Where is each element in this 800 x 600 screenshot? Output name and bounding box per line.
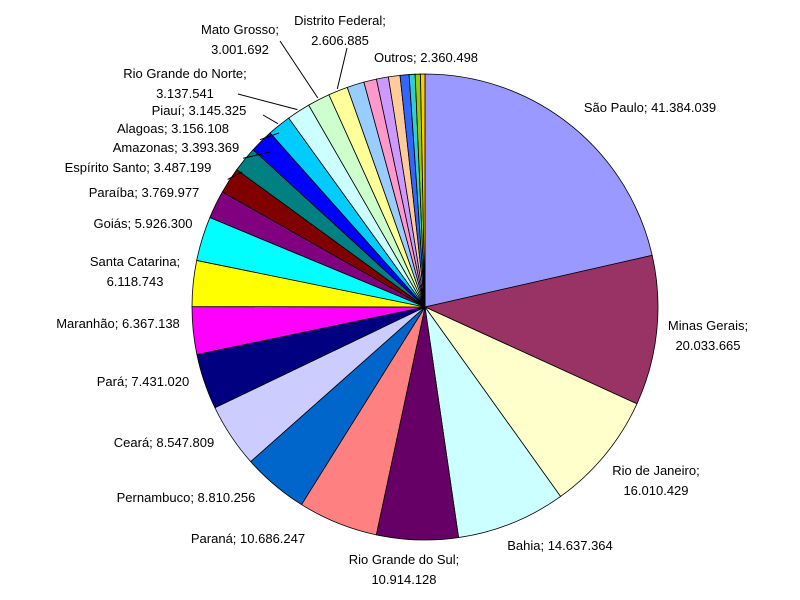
data-label-paraiba: Paraíba; 3.769.977 — [89, 185, 200, 200]
pie-slice-sao-paulo — [424, 73, 653, 308]
data-label-maranhao: Maranhão; 6.367.138 — [56, 316, 180, 331]
data-label-value: 6.118.743 — [107, 274, 164, 289]
data-label-santa-catarina: Santa Catarina; 6.118.743 — [90, 254, 180, 289]
data-label-distrito-federal: Distrito Federal; 2.606.885 — [294, 13, 386, 48]
data-label-sao-paulo: São Paulo; 41.384.039 — [584, 100, 716, 115]
pie-slice-minas-gerais — [423, 254, 659, 405]
data-label-name: Rio Grande do Sul; — [349, 552, 460, 567]
data-label-value: 2.606.885 — [311, 33, 369, 48]
pie-slice-bahia — [424, 306, 562, 539]
data-label-value: 3.137.541 — [156, 86, 214, 101]
data-label-parana: Paraná; 10.686.247 — [191, 531, 305, 546]
data-label-name: Distrito Federal; — [294, 13, 386, 28]
data-label-rio-de-janeiro: Rio de Janeiro; 16.010.429 — [612, 463, 699, 498]
data-label-value: 3.001.692 — [211, 42, 269, 57]
leader-line-distrito-federal — [336, 47, 348, 90]
data-label-espirito-santo: Espírito Santo; 3.487.199 — [65, 160, 212, 175]
data-label-bahia: Bahia; 14.637.364 — [507, 538, 613, 553]
data-label-name: Santa Catarina; — [90, 254, 180, 269]
leader-line-piaui — [262, 114, 279, 125]
pie-slice-outros — [420, 73, 426, 308]
data-label-amazonas: Amazonas; 3.393.369 — [113, 140, 239, 155]
data-label-name: Mato Grosso; — [201, 22, 279, 37]
data-label-rio-grande-do-sul: Rio Grande do Sul; 10.914.128 — [349, 552, 460, 587]
leader-line-rio-grande-do-norte — [237, 93, 298, 111]
pie-slice-rio-de-janeiro — [423, 306, 638, 498]
data-label-outros: Outros; 2.360.498 — [374, 50, 478, 65]
data-label-value: 16.010.429 — [623, 483, 688, 498]
leader-line-espirito-santo — [227, 171, 243, 180]
leader-line-amazonas — [242, 151, 271, 159]
data-label-para: Pará; 7.431.020 — [97, 374, 190, 389]
leader-line-alagoas — [259, 132, 280, 141]
data-label-value: 10.914.128 — [371, 572, 436, 587]
data-label-minas-gerais: Minas Gerais; 20.033.665 — [668, 318, 748, 353]
data-label-piaui: Piauí; 3.145.325 — [152, 103, 247, 118]
leader-line-mato-grosso — [279, 40, 319, 99]
data-label-goias: Goiás; 5.926.300 — [93, 216, 192, 231]
data-label-mato-grosso: Mato Grosso; 3.001.692 — [201, 22, 279, 57]
data-label-alagoas: Alagoas; 3.156.108 — [117, 121, 229, 136]
data-label-ceara: Ceará; 8.547.809 — [114, 435, 214, 450]
data-label-name: Minas Gerais; — [668, 318, 748, 333]
data-label-name: Rio de Janeiro; — [612, 463, 699, 478]
data-label-pernambuco: Pernambuco; 8.810.256 — [117, 490, 256, 505]
data-label-value: 20.033.665 — [675, 338, 740, 353]
data-label-name: Rio Grande do Norte; — [123, 66, 247, 81]
data-label-rio-grande-do-norte: Rio Grande do Norte; 3.137.541 — [123, 66, 247, 101]
